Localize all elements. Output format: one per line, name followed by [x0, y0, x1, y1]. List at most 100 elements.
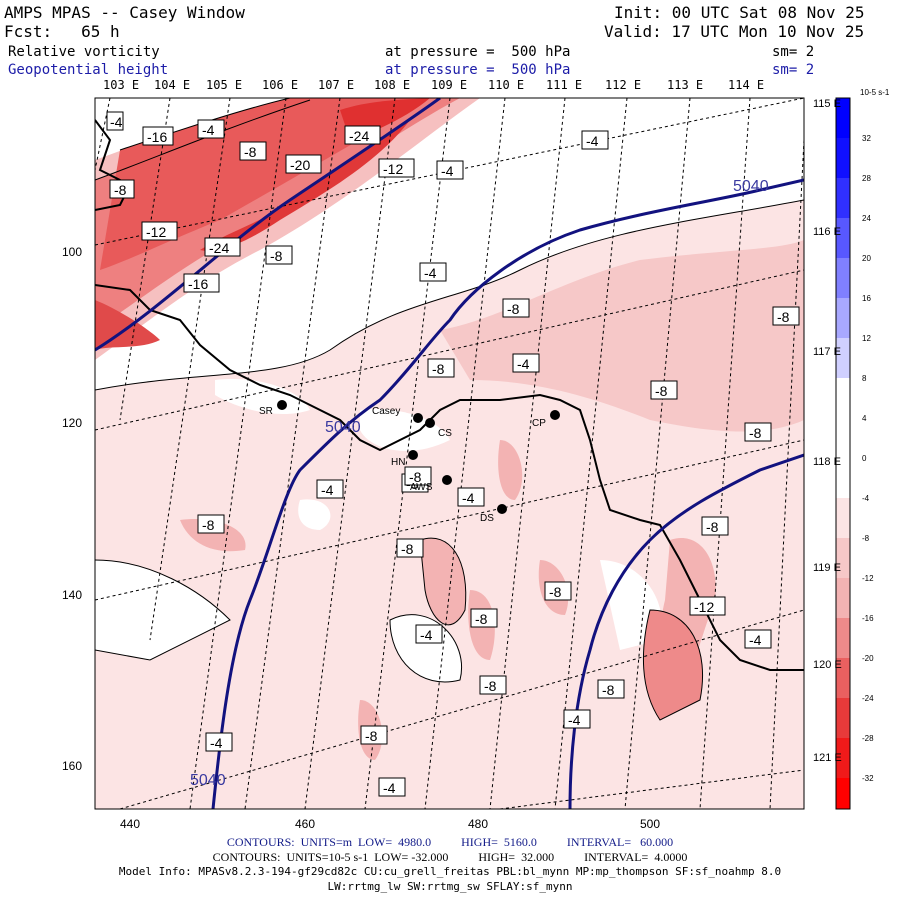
station-marker — [413, 413, 423, 423]
vort-label: -4 — [210, 735, 223, 751]
vort-label: -8 — [655, 383, 668, 399]
vort-label: -4 — [441, 163, 454, 179]
lon-label: 113 E — [667, 78, 704, 92]
vort-label-box: -4 — [744, 629, 772, 649]
station-label: CP — [532, 418, 546, 429]
y-tick: 120 — [62, 416, 83, 430]
lon-label-right: 117 E — [813, 346, 841, 358]
vort-label-box: -4 — [205, 732, 233, 752]
vort-label-box: -24 — [204, 237, 241, 257]
station-label: CS — [438, 428, 452, 439]
colorbar-label: -16 — [862, 614, 874, 623]
vort-label: -8 — [706, 519, 719, 535]
vort-label: -8 — [777, 309, 790, 325]
station-marker — [277, 400, 287, 410]
vort-label-box: -8 — [650, 380, 678, 400]
vort-label-box: -4 — [512, 353, 540, 373]
vort-label: -8 — [507, 301, 520, 317]
vorticity-labels: -4 -16 -4 -8 -24 -20 -12 -4 -4 -8 -12 -2… — [106, 111, 800, 797]
vort-label: -8 — [602, 682, 615, 698]
vort-label: -24 — [209, 240, 229, 256]
field2-level: at pressure = 500 hPa — [385, 62, 571, 78]
lon-label: 105 E — [206, 78, 243, 92]
vort-label-box: -8 — [772, 306, 800, 326]
vort-label-box: -8 — [360, 725, 388, 745]
lon-label: 111 E — [546, 78, 583, 92]
lon-label-right: 116 E — [813, 226, 841, 238]
lon-label-right: 120 E — [813, 659, 842, 671]
lon-label: 103 E — [103, 78, 140, 92]
colorbar-unit: 10-5 s-1 — [860, 88, 890, 97]
model-info: Model Info: MPASv8.2.3-194-gf29cd82c CU:… — [118, 865, 782, 878]
model-title: AMPS MPAS -- Casey Window — [4, 3, 245, 22]
lon-label: 109 E — [431, 78, 468, 92]
field2-name: Geopotential height — [8, 62, 169, 78]
station-marker — [550, 410, 560, 420]
vort-label-box: -16 — [142, 126, 174, 146]
vort-label-box: -4 — [106, 111, 124, 131]
vort-label: -24 — [349, 128, 369, 144]
vort-label: -12 — [383, 161, 403, 177]
colorbar-label: 24 — [862, 214, 871, 223]
vorticity-contour-info: CONTOURS: UNITS=10-5 s-1 LOW= -32.000 HI… — [212, 850, 688, 864]
colorbar-label: -28 — [862, 734, 874, 743]
lon-label-right: 118 E — [813, 456, 841, 468]
station-label: HN — [391, 457, 405, 468]
vort-label-box: -4 — [419, 262, 447, 282]
vort-label-box: -8 — [597, 679, 625, 699]
init-time: Init: 00 UTC Sat 08 Nov 25 — [614, 3, 865, 22]
vort-label-box: -8 — [265, 245, 293, 265]
vort-label-box: -12 — [141, 221, 178, 241]
vort-label: -8 — [409, 469, 422, 485]
station-marker — [408, 450, 418, 460]
vort-label-box: -8 — [744, 422, 772, 442]
vort-label-box: -8 — [427, 358, 455, 378]
y-tick: 140 — [62, 588, 83, 602]
field1-smooth: sm= 2 — [772, 44, 815, 60]
station-label: AWS — [410, 482, 433, 493]
vort-label: -8 — [202, 517, 215, 533]
vort-label: -8 — [401, 541, 414, 557]
height-label: 5040 — [325, 419, 361, 436]
vort-label: -4 — [424, 265, 437, 281]
station-label: Casey — [372, 406, 400, 417]
vort-label-box: -4 — [197, 119, 225, 139]
colorbar-label: 32 — [862, 134, 871, 143]
lon-label: 106 E — [262, 78, 299, 92]
y-tick: 160 — [62, 759, 83, 773]
station-marker — [442, 475, 452, 485]
vort-label-box: -12 — [689, 596, 726, 616]
vort-label: -16 — [147, 129, 167, 145]
vort-label-box: -8 — [544, 581, 572, 601]
vort-label: -4 — [586, 133, 599, 149]
height-label: 5040 — [190, 772, 226, 789]
station-label: DS — [480, 513, 494, 524]
model-info-2: LW:rrtmg_lw SW:rrtmg_sw SFLAY:sf_mynn — [327, 880, 573, 893]
colorbar-label: -8 — [862, 534, 870, 543]
vort-label-box: -12 — [378, 158, 415, 178]
lon-label: 112 E — [605, 78, 642, 92]
colorbar — [835, 97, 851, 810]
vort-label-box: -4 — [316, 479, 344, 499]
height-contour-info: CONTOURS: UNITS=m LOW= 4980.0 HIGH= 5160… — [226, 835, 674, 849]
colorbar-label: 20 — [862, 254, 871, 263]
station-label: SR — [259, 406, 273, 417]
vort-label-box: -4 — [563, 709, 591, 729]
field1-level: at pressure = 500 hPa — [385, 44, 571, 60]
colorbar-label: -20 — [862, 654, 874, 663]
vort-label: -4 — [202, 122, 215, 138]
vort-label-box: -8 — [396, 538, 424, 558]
vort-label-box: -8 — [197, 514, 225, 534]
vort-label-box: -4 — [436, 160, 464, 180]
vort-label-box: -8 — [502, 298, 530, 318]
vort-label: -16 — [188, 276, 208, 292]
vort-label: -8 — [484, 678, 497, 694]
vort-label: -4 — [110, 114, 123, 130]
colorbar-label: -12 — [862, 574, 874, 583]
vort-label: -4 — [568, 712, 581, 728]
x-tick: 440 — [120, 817, 141, 831]
station-marker — [425, 418, 435, 428]
vort-label: -4 — [462, 490, 475, 506]
geopotential-contours — [95, 98, 804, 809]
